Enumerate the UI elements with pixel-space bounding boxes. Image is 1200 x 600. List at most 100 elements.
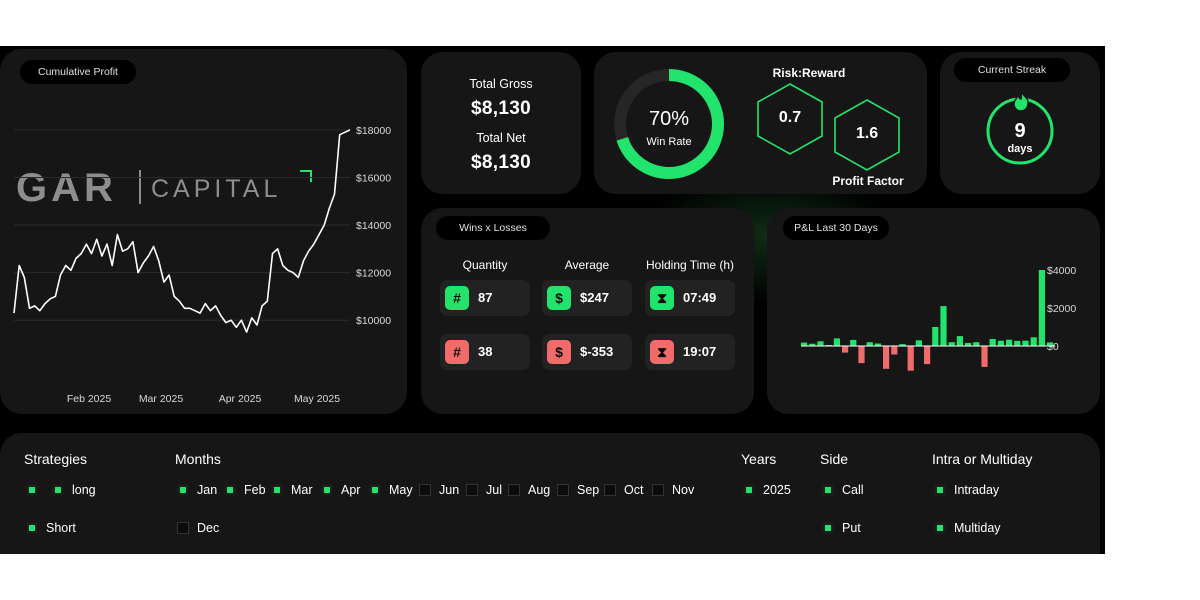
pnl-bar [850, 339, 857, 346]
checkbox[interactable] [743, 483, 755, 496]
total-net-value: $8,130 [471, 152, 531, 173]
checkbox[interactable] [26, 521, 38, 534]
pnl-bar [989, 339, 996, 346]
checkbox[interactable] [224, 483, 236, 496]
cumulative-profit-title: Cumulative Profit [20, 60, 136, 84]
y-tick-label: $16000 [356, 172, 391, 184]
pnl-bar [1022, 340, 1029, 346]
strategy-option-blank[interactable] [26, 482, 46, 498]
pnl-bar [858, 346, 865, 364]
month-option-sep[interactable]: Sep [557, 482, 599, 498]
months-title: Months [175, 451, 221, 467]
y-tick-label: $12000 [356, 268, 391, 280]
checkbox[interactable] [369, 483, 381, 496]
x-tick-label: May 2025 [294, 393, 340, 405]
pnl-bar [907, 346, 914, 371]
pnl-bar [874, 343, 881, 346]
y-tick-label: $14000 [356, 220, 391, 232]
month-option-feb[interactable]: Feb [224, 482, 266, 498]
average-header: Average [564, 258, 610, 272]
x-tick-label: Feb 2025 [67, 393, 112, 405]
month-option-may[interactable]: May [369, 482, 413, 498]
holding-time-header: Holding Time (h) [645, 258, 735, 272]
losses-quantity-value: 38 [478, 344, 493, 359]
gar-capital-logo: GAR CAPITAL [16, 166, 316, 210]
month-option-jan[interactable]: Jan [177, 482, 217, 498]
logo-main: GAR [16, 166, 117, 210]
month-option-apr[interactable]: Apr [321, 482, 360, 498]
checkbox[interactable] [177, 521, 189, 534]
hourglass-icon: ⧗ [650, 340, 674, 364]
checkbox[interactable] [822, 483, 834, 496]
pnl-bar [833, 338, 840, 346]
hourglass-icon: ⧗ [650, 286, 674, 310]
y-tick-label: $18000 [356, 125, 391, 137]
pnl-bar [1030, 337, 1037, 346]
month-option-oct[interactable]: Oct [604, 482, 643, 498]
x-tick-label: Apr 2025 [219, 393, 262, 405]
risk-reward-title: Risk:Reward [772, 66, 846, 80]
month-option-mar[interactable]: Mar [271, 482, 313, 498]
checkbox[interactable] [321, 483, 333, 496]
pnl-chart: $0 $2000 $4000 [801, 265, 1076, 371]
pnl-bar [817, 341, 824, 347]
pnl-title: P&L Last 30 Days [783, 216, 889, 240]
pnl-bar [809, 343, 816, 346]
hash-icon: # [445, 340, 469, 364]
pnl-bar [997, 340, 1004, 346]
checkbox[interactable] [934, 483, 946, 496]
dashboard: Cumulative Profit GAR CAPITAL $10000 $120… [0, 46, 1105, 554]
pnl-bar [1047, 342, 1054, 346]
y-tick-label: $10000 [356, 315, 391, 327]
month-option-jun[interactable]: Jun [419, 482, 459, 498]
profit-factor-value: 1.6 [855, 125, 879, 142]
cumulative-profit-card: Cumulative Profit GAR CAPITAL $10000 $120… [0, 49, 407, 414]
strategy-option-short[interactable]: Short [26, 520, 76, 536]
checkbox[interactable] [822, 521, 834, 534]
pnl-bar [948, 342, 955, 346]
strategy-option-long[interactable]: long [52, 482, 96, 498]
pnl-bar [1014, 340, 1021, 346]
checkbox[interactable] [177, 483, 189, 496]
wins-average-value: $247 [580, 290, 609, 305]
checkbox[interactable] [652, 483, 664, 496]
losses-holding-value: 19:07 [683, 344, 717, 359]
dollar-icon: $ [547, 286, 571, 310]
side-option-call[interactable]: Call [822, 482, 864, 498]
month-option-jul[interactable]: Jul [466, 482, 502, 498]
wins-quantity-value: 87 [478, 290, 493, 305]
y-tick-label: $2000 [1047, 303, 1076, 315]
losses-quantity-cell: # 38 [440, 334, 530, 370]
checkbox[interactable] [52, 483, 64, 496]
wins-losses-title: Wins x Losses [436, 216, 550, 240]
wins-holding-value: 07:49 [683, 290, 717, 305]
intra-option-multiday[interactable]: Multiday [934, 520, 1001, 536]
checkbox[interactable] [271, 483, 283, 496]
pnl-bar [924, 346, 931, 365]
totals-card: Total Gross $8,130 Total Net $8,130 [421, 52, 581, 194]
month-option-nov[interactable]: Nov [652, 482, 694, 498]
hash-icon: # [445, 286, 469, 310]
month-option-aug[interactable]: Aug [508, 482, 550, 498]
current-streak-title: Current Streak [954, 58, 1070, 82]
risk-reward-value: 0.7 [778, 109, 802, 126]
month-option-dec[interactable]: Dec [177, 520, 219, 536]
dollar-icon: $ [547, 340, 571, 364]
checkbox[interactable] [26, 483, 38, 496]
checkbox[interactable] [508, 483, 520, 496]
win-rate-value: 70% [648, 108, 690, 130]
side-option-put[interactable]: Put [822, 520, 861, 536]
intra-title: Intra or Multiday [932, 451, 1033, 467]
checkbox[interactable] [604, 483, 616, 496]
checkbox[interactable] [557, 483, 569, 496]
intra-option-intraday[interactable]: Intraday [934, 482, 999, 498]
pnl-bar [932, 327, 939, 346]
risk-reward-hexagon [757, 83, 823, 155]
checkbox[interactable] [934, 521, 946, 534]
pnl-bar [891, 346, 898, 355]
checkbox[interactable] [419, 483, 431, 496]
checkbox[interactable] [466, 483, 478, 496]
years-title: Years [741, 451, 777, 467]
total-net-label: Total Net [476, 131, 526, 145]
year-option-2025[interactable]: 2025 [743, 482, 791, 498]
